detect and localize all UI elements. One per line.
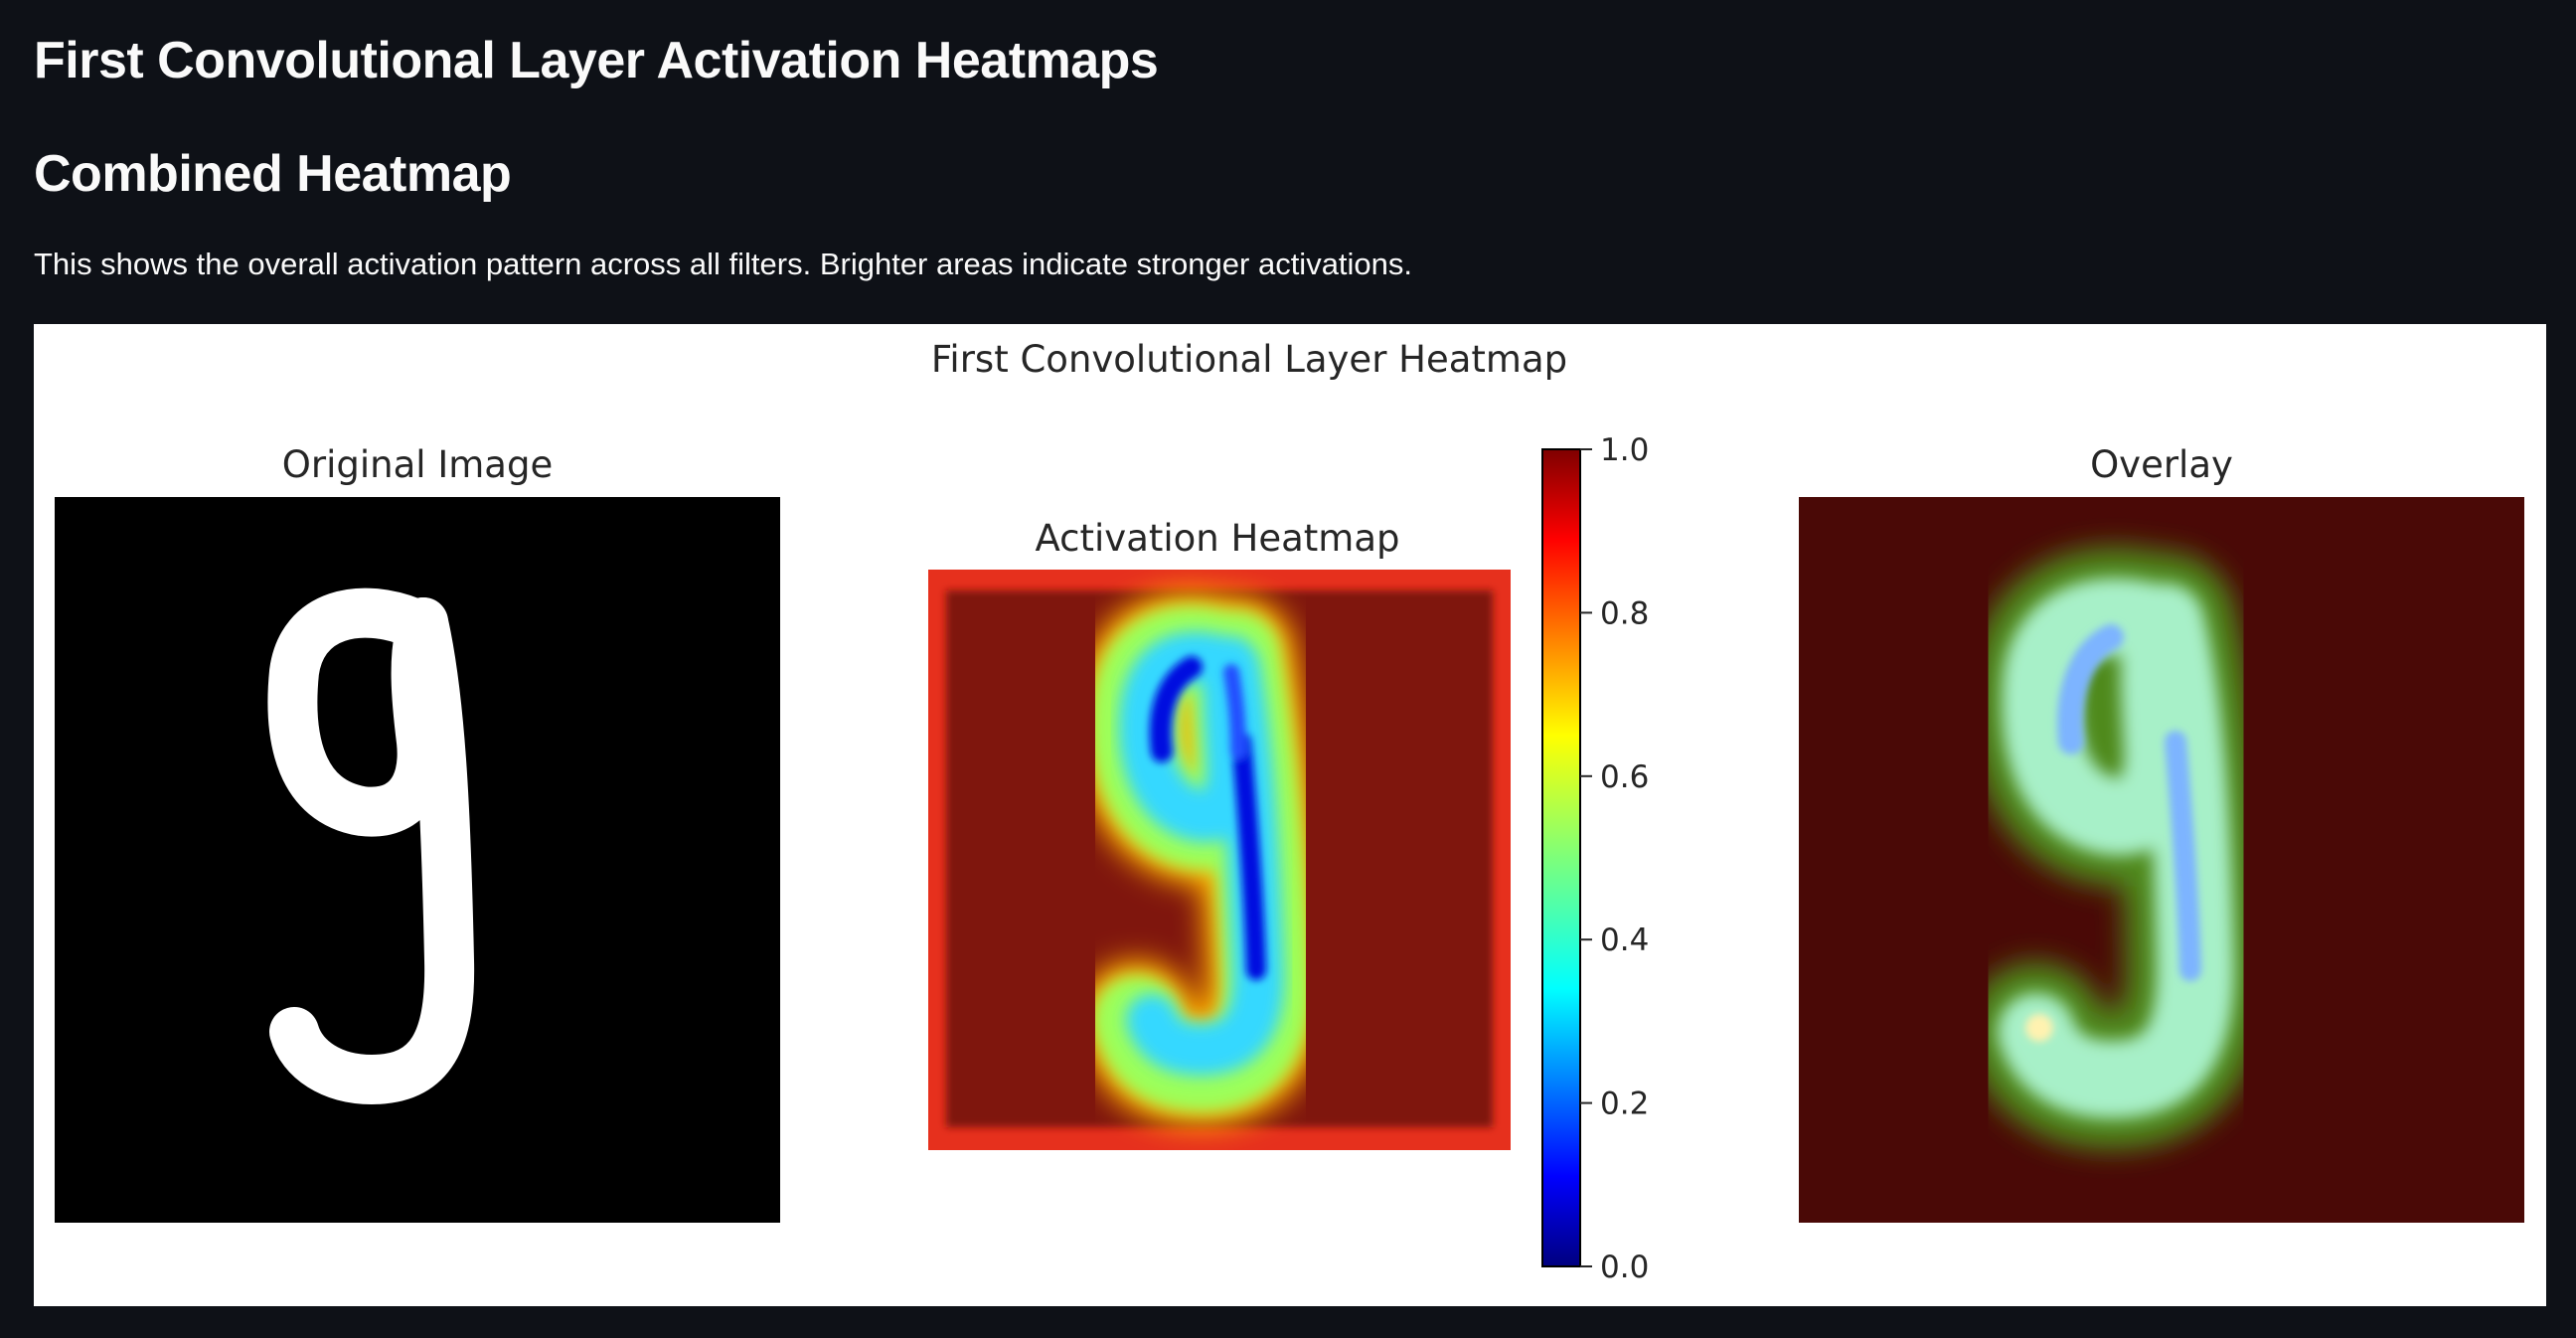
colorbar-tick-label: 0.0 [1600,1250,1649,1285]
overlay-panel [1799,497,2524,1223]
colorbar-tick-label: 0.2 [1600,1087,1649,1122]
page-title: First Convolutional Layer Activation Hea… [34,32,1159,89]
original-image-panel [55,497,780,1223]
colorbar-tick-label: 1.0 [1600,432,1649,468]
heatmap-figure: First Convolutional Layer Heatmap Origin… [34,324,2546,1306]
figure-canvas: First Convolutional Layer Heatmap Origin… [55,338,2524,1285]
overlay-title: Overlay [2090,443,2233,486]
activation-heatmap-panel [928,570,1511,1150]
original-image-title: Original Image [282,443,553,486]
section-heading: Combined Heatmap [34,145,512,203]
activation-heatmap-title: Activation Heatmap [1036,517,1400,560]
colorbar-tick-label: 0.6 [1600,759,1649,795]
colorbar-ticks: 0.0 0.2 0.4 0.6 0.8 1.0 [1580,432,1649,1285]
colorbar: 0.0 0.2 0.4 0.6 0.8 1.0 [1541,432,1649,1285]
overlay-digit [1967,547,2266,1149]
figure-suptitle: First Convolutional Layer Heatmap [931,338,1567,381]
colorbar-tick-label: 0.4 [1600,922,1649,958]
section-description: This shows the overall activation patter… [34,247,1413,281]
colorbar-tick-label: 0.8 [1600,595,1649,631]
digit-nine-image [267,587,475,1104]
heatmap-digit [1074,589,1327,1127]
